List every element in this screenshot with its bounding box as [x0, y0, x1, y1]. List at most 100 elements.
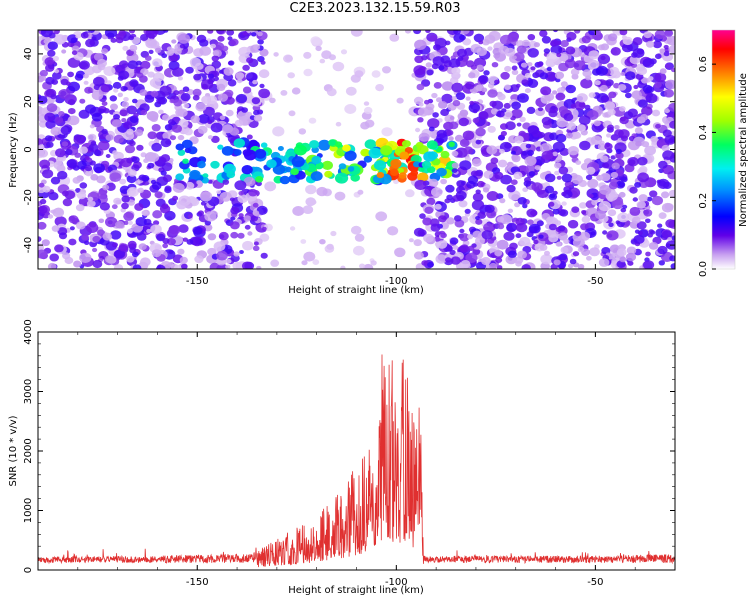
heatmap-cell: [154, 191, 163, 199]
heatmap-cell: [652, 40, 663, 49]
heatmap-cell: [505, 121, 516, 131]
heatmap-cell: [340, 49, 348, 55]
heatmap-cell: [152, 58, 163, 68]
heatmap-cell: [373, 160, 387, 171]
heatmap-cell: [238, 191, 244, 196]
heatmap-cell: [148, 152, 160, 162]
heatmap-cell: [50, 209, 56, 214]
heatmap-cell: [526, 208, 537, 218]
heatmap-cell: [162, 238, 170, 244]
heatmap-cell: [487, 89, 498, 98]
colorbar-gradient: [712, 30, 735, 269]
heatmap-cell: [359, 263, 366, 269]
heatmap-cell: [465, 96, 471, 101]
heatmap-cell: [137, 187, 144, 193]
heatmap-cell: [665, 219, 675, 228]
heatmap-cell: [75, 33, 82, 39]
heatmap-cell: [616, 248, 627, 257]
heatmap-cell: [475, 236, 485, 245]
heatmap-cell: [482, 187, 490, 193]
heatmap-cell: [84, 240, 90, 245]
heatmap-cell: [396, 97, 404, 104]
heatmap-cell: [569, 258, 577, 265]
heatmap-cell: [519, 236, 531, 247]
heatmap-cell: [303, 51, 312, 59]
heatmap-cell: [600, 95, 610, 103]
heatmap-cell: [397, 167, 404, 174]
heatmap-cell: [300, 239, 307, 244]
heatmap-cell: [517, 250, 527, 259]
heatmap-cell: [414, 179, 427, 191]
heatmap-cell: [326, 88, 337, 97]
heatmap-cell: [353, 245, 365, 256]
heatmap-cell: [122, 45, 129, 51]
heatmap-cell: [334, 141, 343, 148]
heatmap-cell: [591, 122, 604, 133]
heatmap-cell: [424, 206, 434, 214]
heatmap-cell: [651, 195, 664, 206]
heatmap-cell: [440, 178, 447, 185]
heatmap-cell: [556, 52, 562, 58]
heatmap-cell: [554, 170, 560, 176]
heatmap-cell: [104, 255, 115, 263]
heatmap-cell: [144, 94, 155, 103]
heatmap-cell: [321, 50, 332, 60]
heatmap-cell: [530, 66, 536, 71]
heatmap-cell: [146, 228, 152, 234]
heatmap-cell: [467, 245, 475, 251]
heatmap-cell: [354, 233, 365, 242]
heatmap-cell: [423, 233, 434, 243]
heatmap-cell: [246, 134, 253, 140]
heatmap-cell: [448, 121, 459, 130]
heatmap-cell: [521, 151, 528, 156]
heatmap-cell: [246, 57, 254, 64]
heatmap-cell: [145, 55, 152, 61]
heatmap-cell: [414, 55, 424, 64]
heatmap-cell: [121, 118, 127, 123]
heatmap-cell: [42, 185, 51, 193]
heatmap-cell: [192, 226, 203, 235]
heatmap-cell: [594, 80, 601, 86]
heatmap-cell: [497, 223, 505, 230]
heatmap-cell: [61, 49, 67, 54]
heatmap-cell: [615, 148, 623, 154]
heatmap-cell: [647, 76, 654, 81]
heatmap-cell: [69, 226, 75, 231]
heatmap-cell: [641, 141, 650, 148]
heatmap-cell: [375, 211, 388, 222]
heatmap-cell: [527, 48, 539, 58]
heatmap-cell: [184, 128, 193, 136]
heatmap-cell: [273, 52, 279, 57]
heatmap-cell: [627, 157, 639, 167]
heatmap-cell: [618, 182, 625, 188]
heatmap-cell: [665, 64, 671, 69]
heatmap-cell: [357, 189, 364, 195]
heatmap-cell: [543, 48, 551, 54]
heatmap-cell: [260, 252, 268, 259]
heatmap-cell: [475, 216, 480, 220]
heatmap-cell: [390, 168, 399, 176]
heatmap-cell: [110, 37, 117, 43]
heatmap-cell: [440, 150, 450, 159]
heatmap-cell: [668, 189, 675, 198]
heatmap-cell: [196, 34, 207, 43]
heatmap-cell: [93, 76, 105, 87]
heatmap-cell: [455, 92, 466, 101]
heatmap-cell: [217, 93, 228, 102]
heatmap-cell: [47, 49, 56, 57]
heatmap-cell: [105, 154, 111, 158]
heatmap-cell: [138, 243, 147, 251]
heatmap-cell: [429, 35, 438, 42]
heatmap-cell: [75, 70, 86, 79]
heatmap-cell: [187, 214, 193, 219]
heatmap-cell: [664, 203, 674, 211]
heatmap-cell: [632, 216, 641, 224]
heatmap-cell: [483, 223, 493, 232]
heatmap-cell: [669, 120, 675, 129]
heatmap-cell: [315, 45, 322, 52]
heatmap-cell: [47, 41, 58, 50]
heatmap-cell: [473, 33, 485, 43]
heatmap-cell: [617, 212, 630, 223]
heatmap-cell: [500, 214, 512, 225]
heatmap-cell: [287, 72, 296, 79]
